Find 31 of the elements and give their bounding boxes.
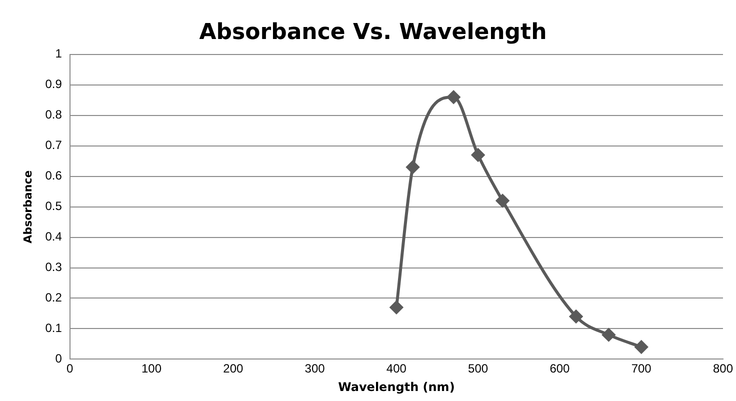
- y-tick-label: 0.9: [45, 77, 62, 92]
- y-tick-label: 0.2: [45, 290, 62, 305]
- point: [496, 194, 510, 208]
- point: [602, 328, 616, 342]
- point: [570, 310, 583, 324]
- chart-title: Absorbance Vs. Wavelength: [199, 20, 547, 45]
- y-tick-label: 0.3: [45, 260, 62, 274]
- x-tick-label: 700: [631, 362, 652, 376]
- y-tick-label: 0.6: [45, 168, 62, 183]
- point: [390, 300, 403, 314]
- x-axis-title: Wavelength (nm): [338, 380, 455, 394]
- y-tick-label: 0.1: [45, 321, 62, 336]
- y-tick-label: 0.4: [45, 230, 62, 244]
- x-tick-label: 500: [468, 362, 488, 376]
- x-tick-label: 200: [223, 362, 244, 376]
- y-tick-label: 0: [55, 352, 62, 366]
- y-tick-label: 0.8: [45, 108, 62, 122]
- point: [634, 340, 648, 354]
- point: [447, 90, 460, 104]
- point: [472, 148, 485, 162]
- x-tick-label: 800: [712, 362, 734, 376]
- x-tick-label: 400: [386, 362, 407, 376]
- y-tick-label: 0.7: [45, 138, 62, 152]
- y-tick-label: 1: [55, 46, 62, 61]
- x-tick-label: 600: [550, 362, 570, 376]
- y-axis-title: Absorbance: [21, 170, 34, 244]
- x-tick-label: 100: [142, 362, 162, 376]
- x-tick-label: 0: [66, 362, 74, 376]
- x-tick-label: 300: [304, 362, 326, 376]
- y-tick-label: 0.5: [45, 199, 62, 214]
- point: [406, 160, 420, 174]
